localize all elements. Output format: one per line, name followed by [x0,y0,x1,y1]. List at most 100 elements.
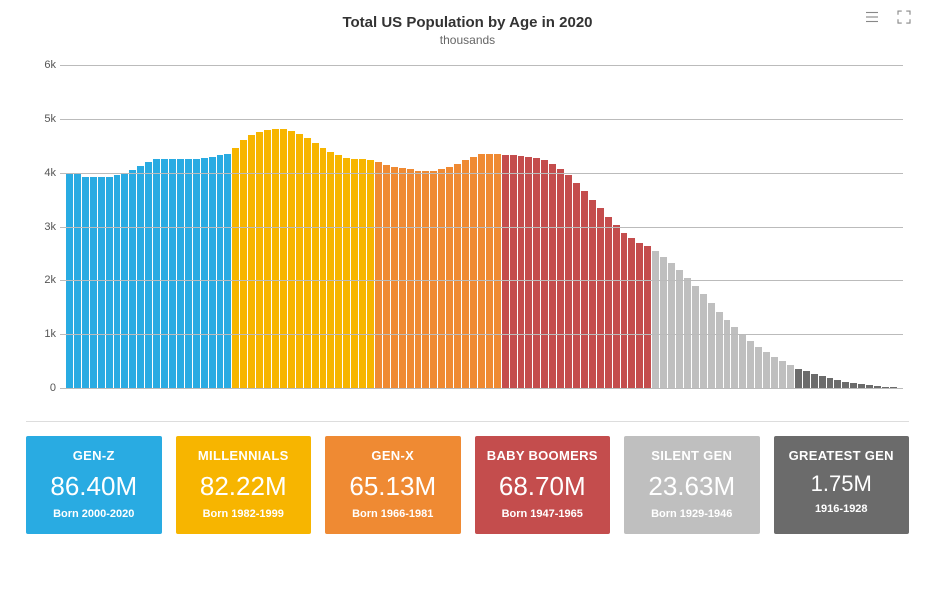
bar-genx[interactable] [470,157,477,388]
bar-genx[interactable] [446,167,453,388]
bar-genz[interactable] [129,170,136,388]
bar-silent[interactable] [684,278,691,388]
bar-boomers[interactable] [565,175,572,388]
bar-silent[interactable] [676,270,683,388]
bar-genz[interactable] [201,158,208,388]
bar-millennials[interactable] [264,130,271,388]
bar-greatest[interactable] [842,382,849,388]
bar-millennials[interactable] [367,160,374,388]
bar-genz[interactable] [185,159,192,388]
bar-genz[interactable] [82,177,89,388]
menu-icon[interactable] [863,8,881,31]
bar-genx[interactable] [391,167,398,388]
bar-genz[interactable] [153,159,160,388]
bar-genz[interactable] [90,177,97,388]
bar-greatest[interactable] [819,376,826,388]
bar-boomers[interactable] [605,217,612,388]
bar-greatest[interactable] [858,384,865,388]
bar-millennials[interactable] [343,158,350,388]
bar-millennials[interactable] [256,132,263,388]
bar-genx[interactable] [415,171,422,388]
bar-genz[interactable] [98,177,105,388]
bar-millennials[interactable] [232,148,239,388]
bar-genz[interactable] [106,177,113,388]
card-genx[interactable]: GEN-X65.13MBorn 1966-1981 [325,436,461,534]
bar-greatest[interactable] [834,380,841,388]
bar-genx[interactable] [430,171,437,388]
bar-silent[interactable] [724,320,731,388]
bar-silent[interactable] [771,357,778,388]
bar-millennials[interactable] [312,143,319,388]
bar-boomers[interactable] [549,164,556,388]
bar-genz[interactable] [209,157,216,388]
bar-boomers[interactable] [533,158,540,388]
bar-genx[interactable] [438,169,445,388]
bar-genx[interactable] [407,169,414,388]
bar-boomers[interactable] [613,225,620,388]
bar-boomers[interactable] [557,169,564,388]
bar-silent[interactable] [652,251,659,388]
bar-boomers[interactable] [581,191,588,388]
bar-greatest[interactable] [827,378,834,388]
bar-greatest[interactable] [882,387,889,388]
bar-greatest[interactable] [874,386,881,388]
bar-millennials[interactable] [240,140,247,388]
bar-greatest[interactable] [850,383,857,388]
bar-greatest[interactable] [795,369,802,388]
bar-silent[interactable] [716,312,723,388]
bar-genz[interactable] [224,154,231,388]
bar-silent[interactable] [731,327,738,388]
bar-genx[interactable] [486,154,493,388]
bar-boomers[interactable] [502,155,509,388]
bar-greatest[interactable] [803,371,810,388]
card-genz[interactable]: GEN-Z86.40MBorn 2000-2020 [26,436,162,534]
card-boomers[interactable]: BABY BOOMERS68.70MBorn 1947-1965 [475,436,611,534]
fullscreen-icon[interactable] [895,8,913,31]
bar-silent[interactable] [755,347,762,388]
bar-boomers[interactable] [573,183,580,388]
bar-boomers[interactable] [597,208,604,388]
bar-boomers[interactable] [628,238,635,388]
bar-genx[interactable] [399,168,406,388]
bar-genz[interactable] [114,175,121,388]
bar-genx[interactable] [383,165,390,388]
bar-millennials[interactable] [320,148,327,388]
bar-millennials[interactable] [280,129,287,388]
bar-silent[interactable] [739,334,746,388]
bar-boomers[interactable] [525,157,532,388]
bar-millennials[interactable] [359,159,366,388]
bar-millennials[interactable] [327,152,334,388]
bar-genz[interactable] [169,159,176,388]
bar-boomers[interactable] [510,155,517,388]
bar-genz[interactable] [193,159,200,388]
bar-silent[interactable] [668,263,675,388]
bar-greatest[interactable] [866,385,873,388]
bar-genx[interactable] [454,164,461,388]
bar-genz[interactable] [137,166,144,388]
bar-genz[interactable] [217,155,224,388]
bar-greatest[interactable] [890,387,897,388]
bar-genx[interactable] [375,162,382,388]
bar-silent[interactable] [700,294,707,388]
bar-silent[interactable] [763,352,770,388]
bar-genz[interactable] [145,162,152,388]
bar-genx[interactable] [494,154,501,388]
bar-millennials[interactable] [351,159,358,388]
bar-boomers[interactable] [621,233,628,388]
bar-boomers[interactable] [518,156,525,388]
bar-millennials[interactable] [335,155,342,388]
bar-genx[interactable] [462,160,469,388]
bar-boomers[interactable] [636,243,643,388]
card-silent[interactable]: SILENT GEN23.63MBorn 1929-1946 [624,436,760,534]
bar-millennials[interactable] [288,131,295,388]
bar-silent[interactable] [692,286,699,388]
bar-greatest[interactable] [811,374,818,388]
bar-silent[interactable] [787,365,794,388]
bar-millennials[interactable] [304,138,311,388]
bar-boomers[interactable] [541,160,548,388]
card-greatest[interactable]: GREATEST GEN1.75M1916-1928 [774,436,910,534]
bar-genx[interactable] [478,154,485,388]
bar-silent[interactable] [660,257,667,388]
bar-silent[interactable] [779,361,786,388]
bar-boomers[interactable] [589,200,596,388]
